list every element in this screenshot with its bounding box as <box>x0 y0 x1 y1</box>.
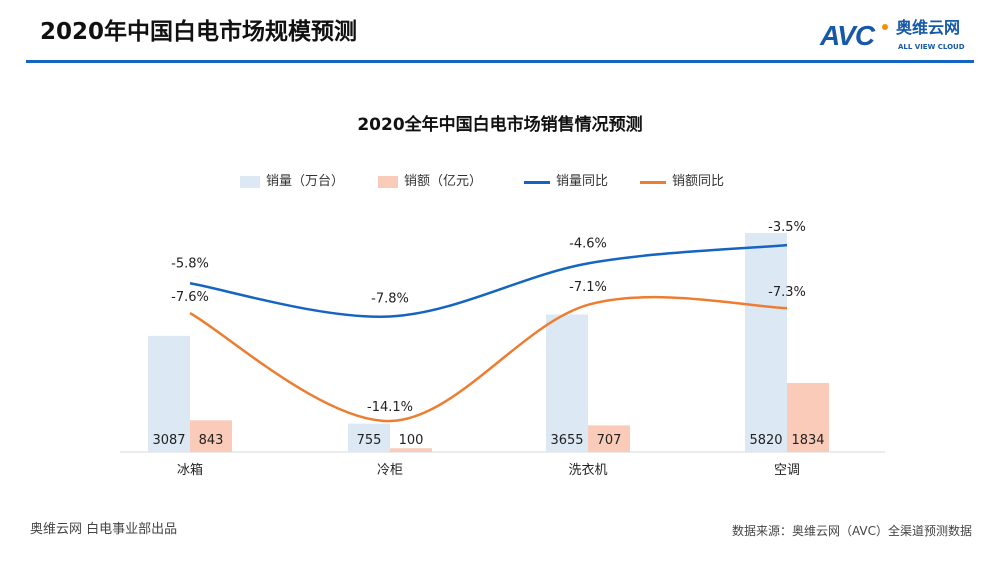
line-volume-yoy <box>189 243 788 318</box>
line-data-label: -5.8% <box>171 256 209 271</box>
bar-data-label: 707 <box>597 433 622 448</box>
footer-credit: 奥维云网 白电事业部出品 <box>30 522 178 537</box>
logo-text: AVC <box>820 20 875 51</box>
x-tick-label: 冷柜 <box>377 463 403 478</box>
x-tick-label: 洗衣机 <box>568 462 607 478</box>
legend-label: 销额（亿元） <box>404 174 483 189</box>
line-data-label: -7.8% <box>371 291 409 306</box>
footer-source: 数据来源：奥维云网（AVC）全渠道预测数据 <box>731 524 972 538</box>
x-tick-label: 空调 <box>774 463 800 478</box>
x-tick-label: 冰箱 <box>177 462 203 478</box>
legend-label: 销量同比 <box>556 174 609 189</box>
bar-volume <box>745 233 787 452</box>
line-data-label: -3.5% <box>768 220 806 235</box>
header-divider <box>26 60 974 63</box>
chart-title: 2020全年中国白电市场销售情况预测 <box>357 115 643 135</box>
line-data-label: -4.6% <box>569 236 607 251</box>
logo-dot-icon <box>882 24 888 30</box>
line-data-label: -7.6% <box>171 290 209 305</box>
legend-swatch <box>378 176 398 188</box>
legend-revenue: 销额（亿元） <box>378 174 482 190</box>
legend-volume-yoy: 销量同比 <box>524 174 608 190</box>
avc-logo: AVC 奥维云网 ALL VIEW CLOUD <box>820 18 980 54</box>
line-data-label: -7.3% <box>768 285 806 300</box>
logo-cn: 奥维云网 <box>896 18 961 37</box>
bar-data-label: 843 <box>199 433 224 448</box>
legend-swatch <box>240 176 260 188</box>
bar-revenue <box>390 448 432 452</box>
bar-volume <box>348 423 390 452</box>
legend-revenue-yoy: 销额同比 <box>640 174 724 190</box>
bar-revenue <box>190 420 232 452</box>
bar-volume <box>546 314 588 452</box>
line-revenue-yoy <box>189 295 788 423</box>
bar-data-label: 755 <box>357 433 382 448</box>
bar-volume <box>148 335 190 452</box>
bar-data-label: 3655 <box>550 433 583 448</box>
line-data-label: -7.1% <box>569 280 607 295</box>
bar-data-label: 100 <box>399 433 424 448</box>
page-title: 2020年中国白电市场规模预测 <box>40 19 358 45</box>
legend-label: 销量（万台） <box>266 174 345 189</box>
bar-data-label: 1834 <box>791 433 824 448</box>
bar-data-label: 3087 <box>152 433 185 448</box>
bar-data-label: 5820 <box>749 433 782 448</box>
line-data-label: -14.1% <box>367 400 413 415</box>
legend-label: 销额同比 <box>672 174 725 189</box>
bar-revenue <box>588 425 630 452</box>
legend-swatch <box>524 180 550 184</box>
legend-volume: 销量（万台） <box>240 174 344 190</box>
legend-swatch <box>640 180 666 184</box>
bar-revenue <box>787 382 829 452</box>
logo-en: ALL VIEW CLOUD <box>898 43 965 51</box>
